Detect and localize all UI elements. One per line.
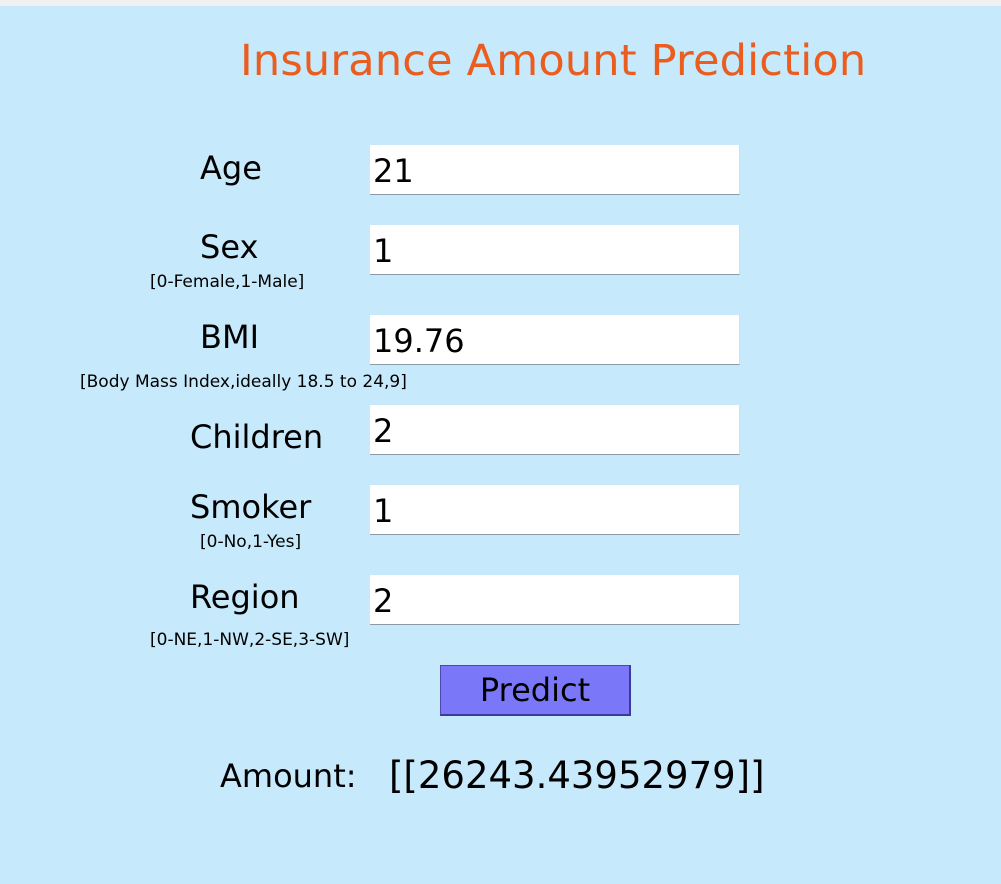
region-label: Region [190,578,300,616]
children-label: Children [190,418,324,456]
sex-label: Sex [200,228,259,266]
app-window: Insurance Amount Prediction Age Sex [0-F… [0,6,1001,884]
amount-value: [[26243.43952979]] [389,754,765,797]
region-hint: [0-NE,1-NW,2-SE,3-SW] [150,630,350,650]
predict-button[interactable]: Predict [440,665,631,716]
age-input[interactable] [370,145,740,195]
smoker-input[interactable] [370,485,740,535]
bmi-label: BMI [200,318,259,356]
sex-input[interactable] [370,225,740,275]
sex-hint: [0-Female,1-Male] [150,272,305,292]
bmi-input[interactable] [370,315,740,365]
smoker-label: Smoker [190,488,312,526]
smoker-hint: [0-No,1-Yes] [200,532,302,552]
age-label: Age [200,149,262,187]
amount-label: Amount: [220,757,357,795]
children-input[interactable] [370,405,740,455]
region-input[interactable] [370,575,740,625]
page-title: Insurance Amount Prediction [240,36,867,86]
bmi-hint: [Body Mass Index,ideally 18.5 to 24,9] [80,372,407,392]
